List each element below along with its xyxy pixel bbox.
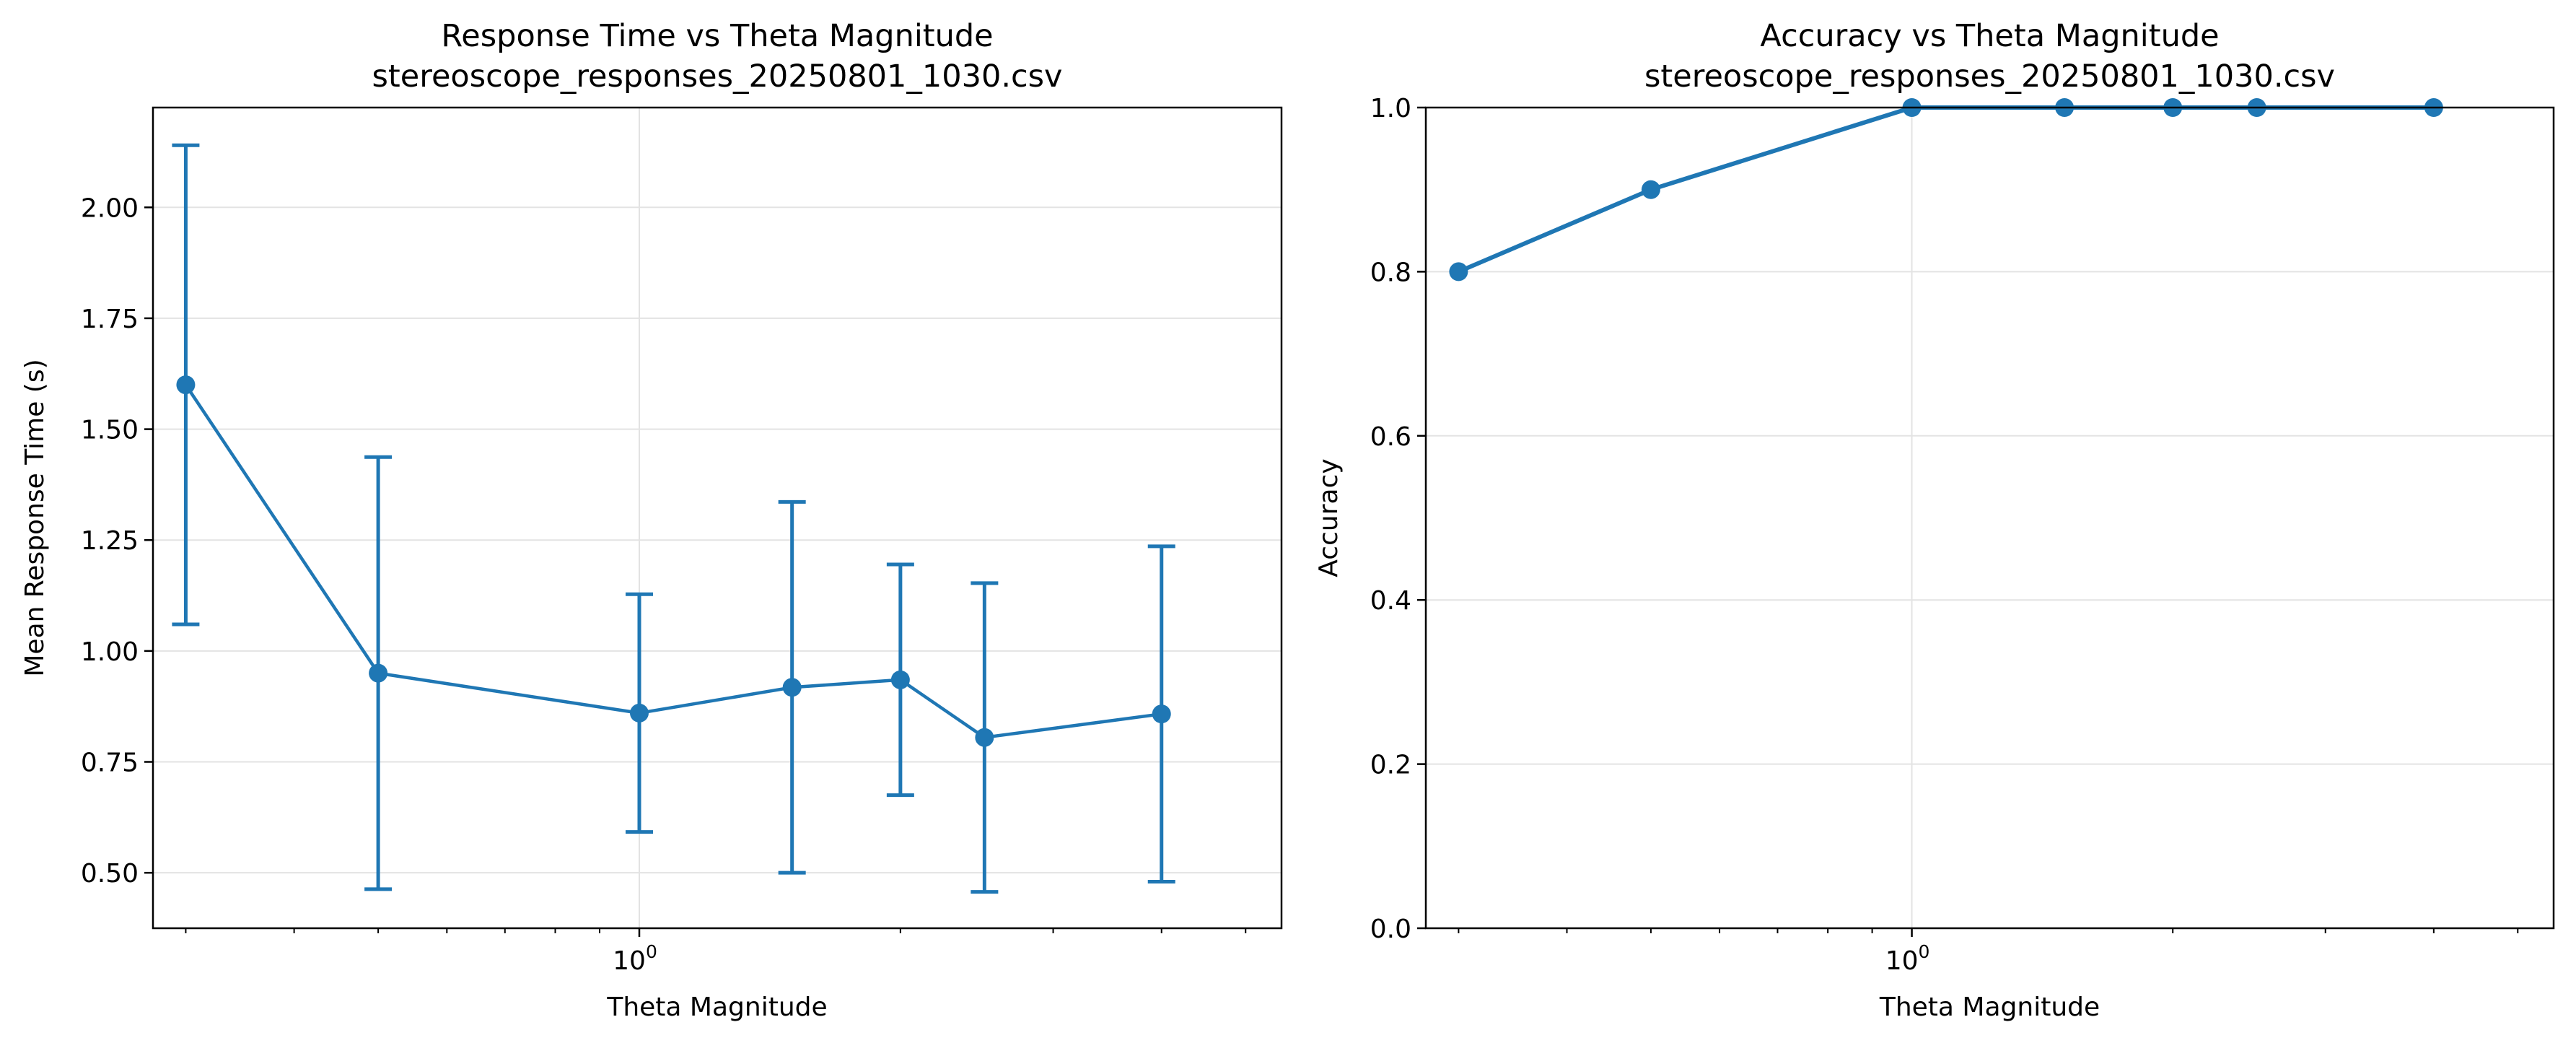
y-tick-label: 1.75 — [81, 305, 139, 334]
x-ticks: 100 — [1885, 928, 1930, 976]
y-tick-label: 0.6 — [1370, 422, 1411, 452]
data-point — [975, 728, 994, 747]
error-bars — [172, 143, 1175, 894]
series-line — [1458, 105, 2434, 274]
response-time-chart: 0.50 0.75 1.00 1.25 1.50 1.75 2.00 100 Respons… — [20, 18, 1283, 1022]
y-tick-label: 1.50 — [81, 416, 139, 445]
x-tick-exponent: 0 — [1919, 941, 1930, 962]
data-line — [184, 383, 1162, 739]
y-ticks: 0.50 0.75 1.00 1.25 1.50 1.75 2.00 — [81, 193, 153, 889]
x-axis-label: Theta Magnitude — [606, 992, 827, 1022]
accuracy-chart: 0.0 0.2 0.4 0.6 0.8 1.0 100 Accuracy vs Theta… — [1314, 18, 2555, 1022]
chart-title: Response Time vs Theta Magnitude — [441, 18, 993, 54]
x-tick-label: 100 — [1885, 941, 1930, 976]
plot-frame — [152, 106, 1283, 930]
data-point — [890, 670, 910, 689]
data-point — [176, 375, 196, 395]
y-tick-label: 0.50 — [81, 859, 139, 889]
data-line — [1458, 105, 2434, 274]
data-point — [1641, 180, 1660, 199]
grid — [153, 108, 1282, 928]
chart-title: Accuracy vs Theta Magnitude — [1760, 18, 2219, 54]
data-point — [782, 678, 802, 697]
series-line — [184, 383, 1162, 739]
data-point — [1152, 704, 1171, 724]
plot-frame — [1424, 106, 2555, 930]
x-tick-label: 100 — [613, 941, 657, 976]
y-tick-label: 2.00 — [81, 193, 139, 223]
data-point — [369, 663, 388, 683]
data-point — [629, 703, 649, 723]
data-points — [1449, 98, 2443, 282]
x-axis-label: Theta Magnitude — [1879, 992, 2100, 1022]
y-axis-label: Mean Response Time (s) — [20, 359, 50, 676]
y-axis-label: Accuracy — [1314, 458, 1344, 577]
x-tick-base: 10 — [613, 946, 646, 976]
y-tick-label: 0.2 — [1370, 751, 1411, 780]
chart-subtitle: stereoscope_responses_20250801_1030.csv — [372, 58, 1063, 95]
y-tick-label: 0.75 — [81, 749, 139, 778]
data-point — [1449, 262, 1468, 282]
chart-subtitle: stereoscope_responses_20250801_1030.csv — [1644, 58, 2335, 95]
y-tick-label: 1.25 — [81, 526, 139, 556]
y-ticks: 0.0 0.2 0.4 0.6 0.8 1.0 — [1370, 94, 1426, 944]
y-tick-label: 0.0 — [1370, 915, 1411, 944]
y-tick-label: 1.0 — [1370, 94, 1411, 123]
x-tick-exponent: 0 — [646, 941, 657, 962]
y-tick-label: 0.4 — [1370, 586, 1411, 616]
x-tick-base: 10 — [1885, 946, 1919, 976]
y-tick-label: 0.8 — [1370, 258, 1411, 287]
y-tick-label: 1.00 — [81, 637, 139, 667]
grid — [1426, 107, 2554, 929]
data-points — [176, 375, 1171, 747]
x-ticks: 100 — [613, 928, 657, 976]
